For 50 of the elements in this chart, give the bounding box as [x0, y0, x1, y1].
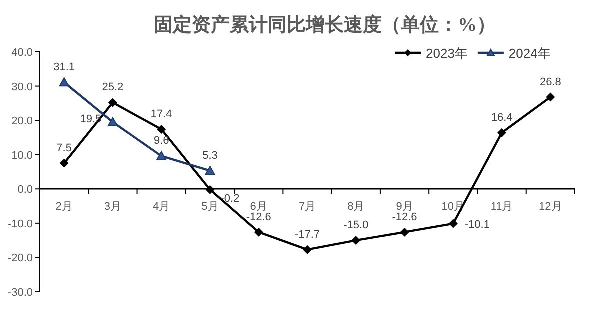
x-tick-label: 12月 [539, 201, 562, 214]
x-tick-label: 4月 [153, 201, 170, 214]
point [108, 117, 118, 126]
data-label: -10.1 [464, 218, 490, 231]
y-tick-label: 40.0 [12, 47, 33, 59]
x-tick-label: 6月 [250, 201, 268, 214]
x-tick-label: 5月 [202, 201, 219, 214]
data-label: -17.7 [294, 228, 320, 241]
data-label: -0.2 [220, 192, 240, 205]
legend-label: 2024年 [508, 46, 551, 61]
legend-label: 2023年 [426, 46, 468, 61]
point [157, 124, 166, 134]
point [60, 158, 69, 168]
title: 固定资产累计同比增长速度（单位：%） [154, 15, 496, 36]
data-label: 31.1 [54, 62, 76, 74]
data-label: 26.8 [540, 76, 562, 88]
data-label: 25.2 [102, 82, 124, 94]
y-tick-label: -30.0 [8, 287, 33, 299]
point [206, 185, 215, 194]
x-tick-label: 3月 [104, 201, 122, 214]
x-tick-label: 2月 [56, 201, 73, 214]
data-label: 5.3 [202, 150, 218, 162]
data-label: -12.6 [392, 211, 418, 224]
y-tick-label: 10.0 [12, 150, 33, 162]
data-label: -15.0 [344, 220, 369, 232]
point [303, 245, 312, 254]
data-label: 16.4 [491, 112, 513, 124]
point [59, 78, 70, 87]
point [108, 98, 118, 108]
point [254, 228, 264, 237]
y-tick-label: -20.0 [8, 252, 33, 265]
y-tick-label: 20.0 [12, 116, 33, 128]
y-tick-label: -10.0 [8, 218, 33, 230]
data-label: 7.5 [56, 142, 72, 154]
point [498, 128, 507, 138]
point [400, 228, 410, 237]
point [156, 151, 167, 160]
point [448, 219, 458, 228]
y-tick-label: 0.0 [18, 184, 33, 196]
point [205, 166, 216, 176]
y-tick-label: 30.0 [12, 81, 33, 94]
point [352, 236, 361, 246]
data-label: -12.6 [246, 211, 272, 224]
x-tick-label: 7月 [298, 201, 316, 214]
x-tick-label: 8月 [348, 201, 365, 214]
data-label: 17.4 [150, 108, 172, 120]
data-label: 9.6 [154, 135, 170, 148]
x-tick-label: 11月 [490, 201, 514, 214]
point [546, 92, 556, 102]
x-tick-label: 9月 [396, 201, 414, 214]
